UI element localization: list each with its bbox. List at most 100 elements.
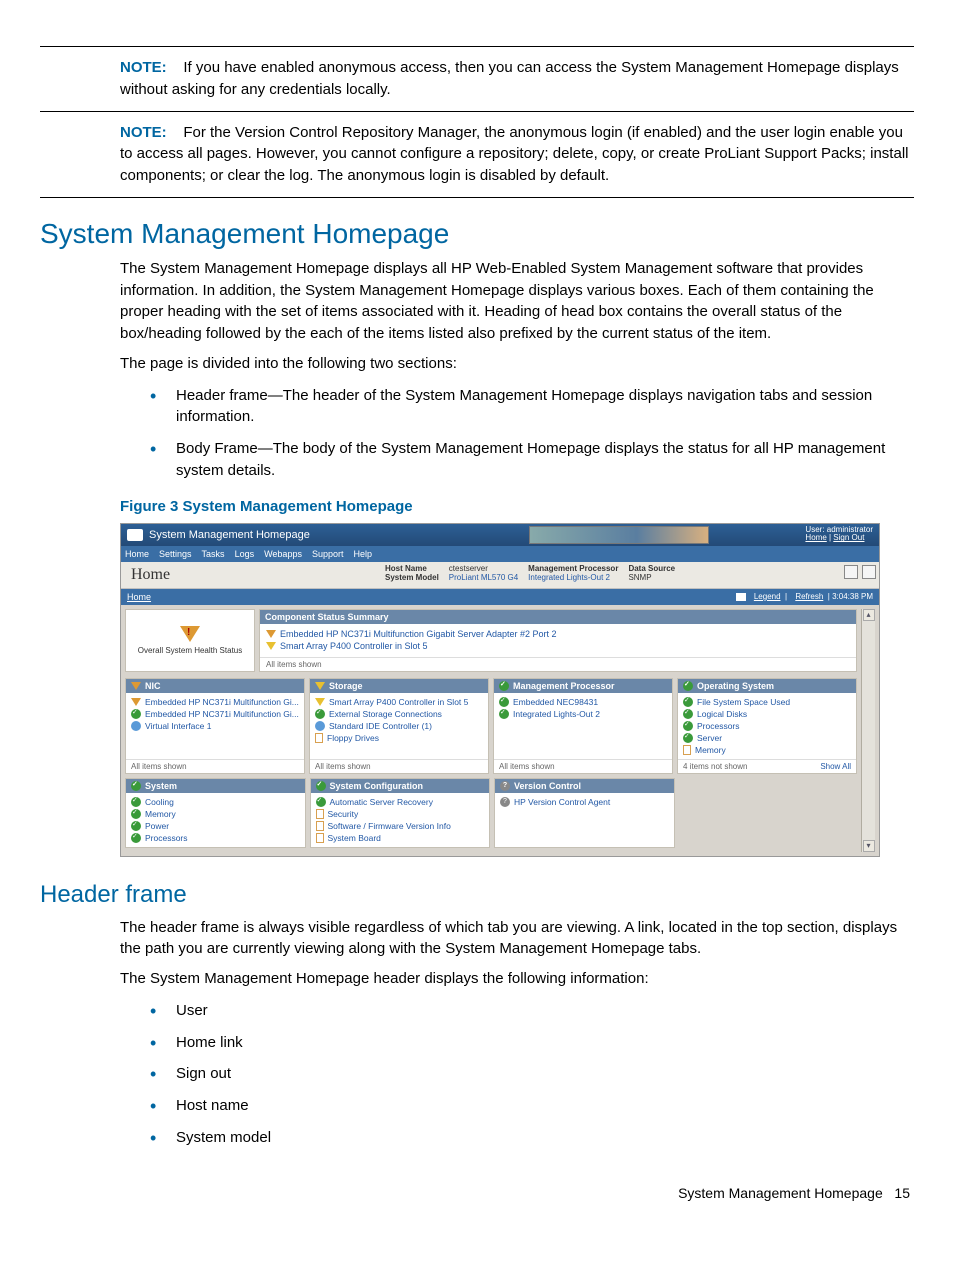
storage-item-4[interactable]: Floppy Drives	[315, 732, 483, 744]
panel-version-title: Version Control	[514, 781, 581, 791]
panel-nic-title: NIC	[145, 681, 161, 691]
doc-icon	[316, 833, 324, 843]
css-item-2[interactable]: Smart Array P400 Controller in Slot 5	[266, 640, 850, 652]
system-item-4[interactable]: Processors	[131, 832, 300, 844]
mproc-item-2-text: Integrated Lights-Out 2	[513, 709, 600, 719]
ok-icon	[131, 821, 141, 831]
css-item-2-text: Smart Array P400 Controller in Slot 5	[280, 641, 428, 651]
tab-home[interactable]: Home	[125, 549, 149, 559]
panel-empty	[679, 778, 858, 848]
bullet-home-link: Home link	[150, 1032, 914, 1054]
mid-rule	[40, 111, 914, 112]
system-item-3[interactable]: Power	[131, 820, 300, 832]
note-2: NOTE: For the Version Control Repository…	[120, 122, 914, 187]
view-icon-2[interactable]	[862, 565, 876, 579]
mproc-item-1[interactable]: Embedded NEC98431	[499, 696, 667, 708]
sysconf-item-2[interactable]: Security	[316, 808, 485, 820]
note-2-text: For the Version Control Repository Manag…	[120, 124, 908, 185]
version-item-1[interactable]: ?HP Version Control Agent	[500, 796, 669, 808]
panel-system-head: System	[126, 779, 305, 793]
sysconf-item-1[interactable]: Automatic Server Recovery	[316, 796, 485, 808]
doc-icon	[316, 809, 324, 819]
storage-item-2[interactable]: External Storage Connections	[315, 708, 483, 720]
refresh-link[interactable]: Refresh	[795, 592, 823, 601]
note-label-2: NOTE:	[120, 124, 167, 141]
breadcrumb-home[interactable]: Home	[127, 592, 151, 602]
mproc-item-2[interactable]: Integrated Lights-Out 2	[499, 708, 667, 720]
mproc-value[interactable]: Integrated Lights-Out 2	[528, 573, 618, 582]
tab-support[interactable]: Support	[312, 549, 344, 559]
os-item-4[interactable]: Server	[683, 732, 851, 744]
sysconf-item-2-text: Security	[328, 809, 359, 819]
os-item-3-text: Processors	[697, 721, 740, 731]
menubar: Home Settings Tasks Logs Webapps Support…	[121, 546, 879, 562]
nic-item-1[interactable]: Embedded HP NC371i Multifunction Gi...	[131, 696, 299, 708]
tab-settings[interactable]: Settings	[159, 549, 192, 559]
sysconf-item-4[interactable]: System Board	[316, 832, 485, 844]
os-item-5[interactable]: Memory	[683, 744, 851, 756]
os-item-3[interactable]: Processors	[683, 720, 851, 732]
body-frame: Overall System Health Status Component S…	[121, 605, 879, 856]
caution-icon	[315, 682, 325, 690]
doc-icon	[315, 733, 323, 743]
signout-link[interactable]: Sign Out	[833, 533, 864, 542]
panel-os-title: Operating System	[697, 681, 774, 691]
os-item-2[interactable]: Logical Disks	[683, 708, 851, 720]
nic-foot: All items shown	[131, 762, 187, 771]
panel-sysconf-title: System Configuration	[330, 781, 424, 791]
panel-system-title: System	[145, 781, 177, 791]
ok-icon	[316, 797, 326, 807]
nic-item-2-text: Embedded HP NC371i Multifunction Gi...	[145, 709, 299, 719]
panel-mproc-head: Management Processor	[494, 679, 672, 693]
tab-webapps[interactable]: Webapps	[264, 549, 302, 559]
home-link[interactable]: Home	[805, 533, 826, 542]
unknown-icon: ?	[500, 781, 510, 791]
tab-tasks[interactable]: Tasks	[202, 549, 225, 559]
app-title: System Management Homepage	[149, 529, 310, 541]
panel-storage-head: Storage	[310, 679, 488, 693]
info-icon	[315, 721, 325, 731]
ok-icon	[683, 733, 693, 743]
subsection-p2: The System Management Homepage header di…	[120, 968, 914, 990]
mproc-foot: All items shown	[499, 762, 555, 771]
system-item-4-text: Processors	[145, 833, 188, 843]
nic-item-2[interactable]: Embedded HP NC371i Multifunction Gi...	[131, 708, 299, 720]
panel-os: Operating System File System Space Used …	[677, 678, 857, 774]
os-item-2-text: Logical Disks	[697, 709, 747, 719]
storage-item-3[interactable]: Standard IDE Controller (1)	[315, 720, 483, 732]
scroll-up-icon[interactable]: ▴	[863, 609, 875, 621]
storage-item-1[interactable]: Smart Array P400 Controller in Slot 5	[315, 696, 483, 708]
system-item-2[interactable]: Memory	[131, 808, 300, 820]
nic-item-3[interactable]: Virtual Interface 1	[131, 720, 299, 732]
sysconf-item-3[interactable]: Software / Firmware Version Info	[316, 820, 485, 832]
os-item-1[interactable]: File System Space Used	[683, 696, 851, 708]
subsection-bullets: User Home link Sign out Host name System…	[150, 1000, 914, 1149]
bullet-user: User	[150, 1000, 914, 1022]
os-item-1-text: File System Space Used	[697, 697, 790, 707]
panel-row-1: NIC Embedded HP NC371i Multifunction Gi.…	[125, 678, 857, 774]
datasource-value: SNMP	[628, 573, 675, 582]
css-item-1[interactable]: Embedded HP NC371i Multifunction Gigabit…	[266, 628, 850, 640]
tab-logs[interactable]: Logs	[235, 549, 255, 559]
meta-block: Host NameSystem Model ctestserverProLian…	[381, 562, 841, 584]
panel-sysconf-head: System Configuration	[311, 779, 490, 793]
warning-icon	[131, 698, 141, 706]
health-label: Overall System Health Status	[132, 646, 248, 655]
system-item-2-text: Memory	[145, 809, 176, 819]
view-icons	[841, 562, 879, 582]
system-item-1[interactable]: Cooling	[131, 796, 300, 808]
time-label: 3:04:38 PM	[832, 592, 873, 601]
nic-item-3-text: Virtual Interface 1	[145, 721, 211, 731]
tab-help[interactable]: Help	[353, 549, 372, 559]
scroll-down-icon[interactable]: ▾	[863, 840, 875, 852]
system-item-3-text: Power	[145, 821, 169, 831]
view-icon-1[interactable]	[844, 565, 858, 579]
scrollbar[interactable]: ▴ ▾	[861, 609, 875, 852]
ok-icon	[131, 781, 141, 791]
datasource-label: Data Source	[628, 564, 675, 573]
figure-caption: Figure 3 System Management Homepage	[120, 498, 914, 515]
os-showall[interactable]: Show All	[820, 762, 851, 771]
subsection-heading: Header frame	[40, 881, 914, 909]
legend-link[interactable]: Legend	[754, 592, 781, 601]
bottom-rule	[40, 197, 914, 198]
